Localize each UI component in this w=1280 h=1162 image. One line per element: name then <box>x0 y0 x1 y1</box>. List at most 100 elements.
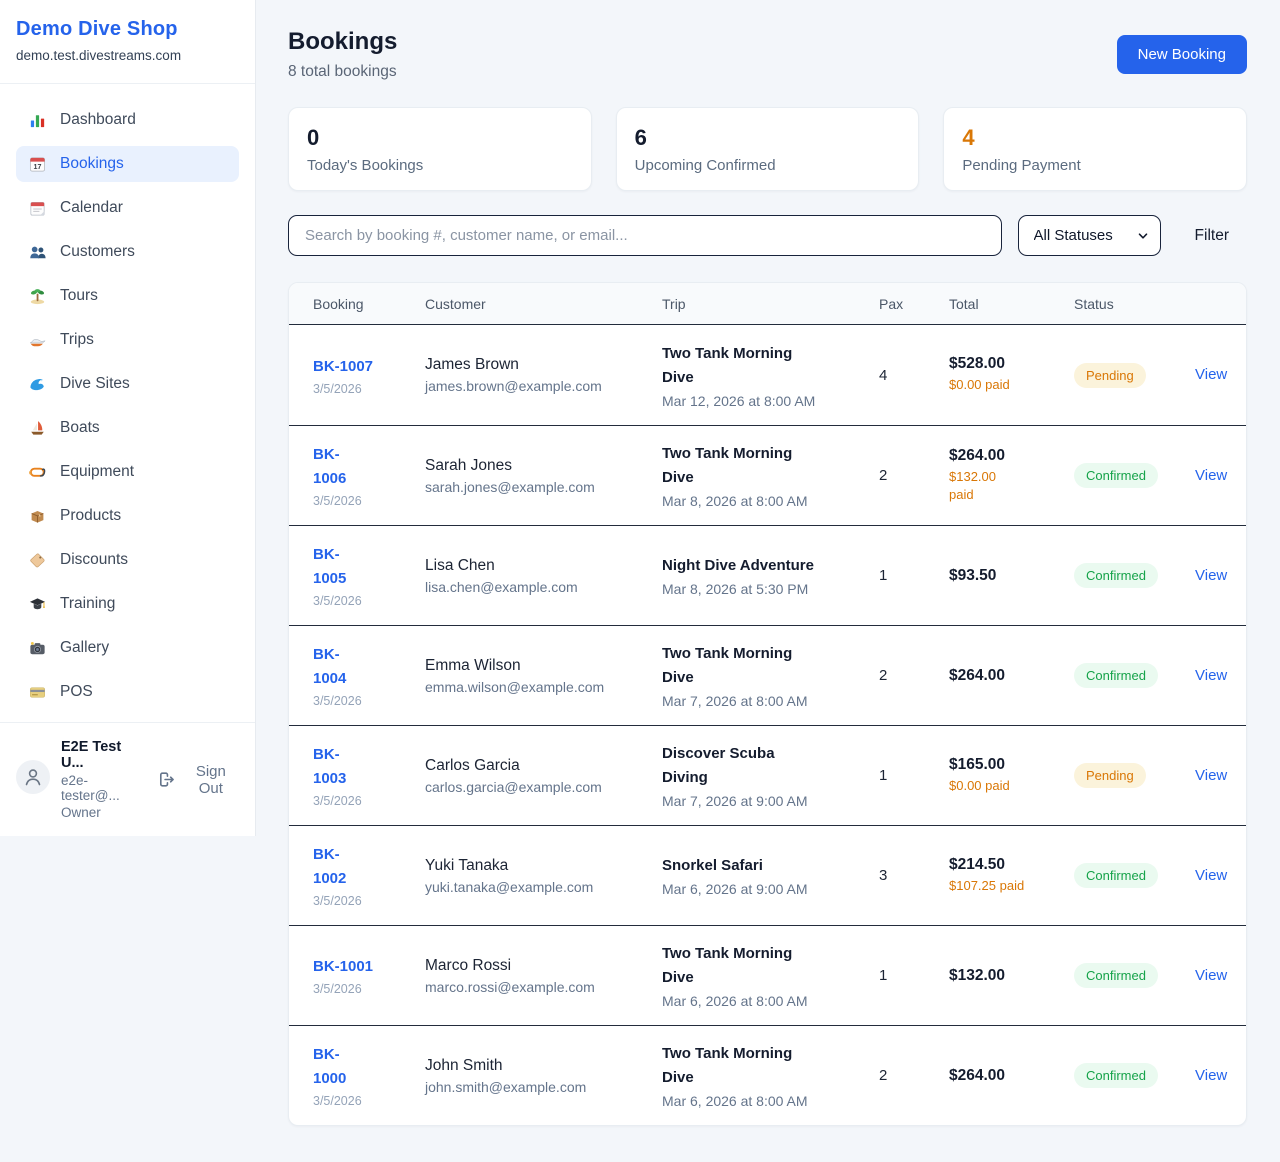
credit-card-icon <box>28 683 47 702</box>
stat-card-pending-payment: 4 Pending Payment <box>943 107 1247 192</box>
booking-id-link[interactable]: BK- 1002 <box>313 846 347 888</box>
view-link[interactable]: View <box>1195 666 1228 684</box>
pax-count: 1 <box>879 567 888 585</box>
column-header-status: Status <box>1074 295 1114 312</box>
status-badge: Confirmed <box>1074 563 1158 589</box>
trip-name: Discover Scuba Diving <box>662 745 775 787</box>
view-link[interactable]: View <box>1195 966 1228 984</box>
sidebar-item-training[interactable]: Training <box>16 586 239 622</box>
sidebar: Demo Dive Shop demo.test.divestreams.com… <box>0 0 256 836</box>
customer-email: yuki.tanaka@example.com <box>425 878 594 895</box>
trip-name: Two Tank Morning Dive <box>662 1045 793 1087</box>
sidebar-item-pos[interactable]: POS <box>16 674 239 710</box>
sidebar-item-label: Equipment <box>60 463 135 480</box>
sidebar-item-label: Customers <box>60 243 135 260</box>
sidebar-item-dive-sites[interactable]: Dive Sites <box>16 366 239 402</box>
wave-icon <box>28 375 47 394</box>
view-link[interactable]: View <box>1195 466 1228 484</box>
stat-card-upcoming-confirmed: 6 Upcoming Confirmed <box>615 107 920 192</box>
status-badge: Confirmed <box>1074 463 1158 489</box>
customer-name: John Smith <box>425 1056 503 1074</box>
sidebar-item-tours[interactable]: Tours <box>16 278 239 314</box>
sidebar-item-label: POS <box>60 683 93 700</box>
sidebar-item-label: Trips <box>60 331 94 348</box>
sidebar-item-label: Discounts <box>60 551 129 568</box>
sidebar-header: Demo Dive Shop demo.test.divestreams.com <box>0 0 255 84</box>
user-role: Owner <box>61 805 101 820</box>
customer-name: Lisa Chen <box>425 556 495 574</box>
booking-date: 3/5/2026 <box>313 694 362 709</box>
customer-email: marco.rossi@example.com <box>425 978 595 995</box>
sidebar-item-dashboard[interactable]: Dashboard <box>16 102 239 138</box>
column-header-trip: Trip <box>662 295 686 312</box>
booking-id-link[interactable]: BK- 1005 <box>313 546 347 588</box>
sidebar-item-boats[interactable]: Boats <box>16 410 239 446</box>
search-input[interactable] <box>288 215 1002 257</box>
booking-id-link[interactable]: BK- 1003 <box>313 746 347 788</box>
total-amount: $528.00 <box>949 355 1006 373</box>
view-link[interactable]: View <box>1195 866 1228 884</box>
sidebar-item-discounts[interactable]: Discounts <box>16 542 239 578</box>
booking-id-link[interactable]: BK- 1006 <box>313 446 347 488</box>
stats-row: 0 Today's Bookings 6 Upcoming Confirmed … <box>288 107 1247 192</box>
new-booking-button[interactable]: New Booking <box>1116 35 1247 74</box>
pax-count: 2 <box>879 667 888 685</box>
sidebar-nav: Dashboard 17 Bookings Calendar Customers… <box>0 84 255 722</box>
view-link[interactable]: View <box>1195 566 1228 584</box>
filter-button[interactable]: Filter <box>1177 227 1247 245</box>
bookings-count: 8 total bookings <box>288 63 397 80</box>
status-select[interactable]: All Statuses <box>1017 215 1161 257</box>
sidebar-item-equipment[interactable]: Equipment <box>16 454 239 490</box>
sidebar-item-label: Dashboard <box>60 111 136 128</box>
sidebar-item-calendar[interactable]: Calendar <box>16 190 239 226</box>
trip-time: Mar 6, 2026 at 9:00 AM <box>662 881 808 898</box>
diving-mask-icon <box>28 463 47 482</box>
tag-icon <box>28 551 47 570</box>
total-amount: $214.50 <box>949 855 1006 873</box>
customer-name: Yuki Tanaka <box>425 856 509 874</box>
booking-id-link[interactable]: BK-1001 <box>313 958 374 976</box>
customer-name: Marco Rossi <box>425 956 512 974</box>
table-header: Booking Customer Trip Pax Total Status <box>289 283 1246 326</box>
status-badge: Pending <box>1074 763 1146 789</box>
filter-row: All Statuses Filter <box>288 215 1247 257</box>
sign-out-button[interactable]: Sign Out <box>157 763 239 797</box>
main-content: Bookings 8 total bookings New Booking 0 … <box>256 0 1280 1159</box>
speedboat-icon <box>28 331 47 350</box>
page-header: Bookings 8 total bookings New Booking <box>288 28 1247 81</box>
bookings-table: Booking Customer Trip Pax Total Status B… <box>288 282 1247 1127</box>
booking-id-link[interactable]: BK-1007 <box>313 357 374 375</box>
pax-count: 1 <box>879 967 888 985</box>
status-select-wrap: All Statuses <box>1017 215 1161 257</box>
booking-date: 3/5/2026 <box>313 594 362 609</box>
booking-id-link[interactable]: BK- 1004 <box>313 646 347 688</box>
column-header-total: Total <box>949 295 979 312</box>
table-row: BK-1007 3/5/2026 James Brown james.brown… <box>289 325 1246 425</box>
stat-value: 6 <box>634 125 647 150</box>
view-link[interactable]: View <box>1195 1066 1228 1084</box>
trip-name: Two Tank Morning Dive <box>662 344 793 386</box>
sidebar-item-gallery[interactable]: Gallery <box>16 630 239 666</box>
bookings-calendar-icon: 17 <box>28 155 47 174</box>
total-amount: $132.00 <box>949 966 1006 984</box>
bar-chart-icon <box>28 111 47 130</box>
sidebar-item-bookings[interactable]: 17 Bookings <box>16 146 239 182</box>
booking-date: 3/5/2026 <box>313 982 362 997</box>
table-row: BK- 1005 3/5/2026 Lisa Chen lisa.chen@ex… <box>289 525 1246 625</box>
view-link[interactable]: View <box>1195 766 1228 784</box>
view-link[interactable]: View <box>1195 366 1228 384</box>
booking-id-link[interactable]: BK- 1000 <box>313 1046 347 1088</box>
shop-name: Demo Dive Shop <box>16 18 178 40</box>
stat-label: Pending Payment <box>962 157 1081 175</box>
table-row: BK-1001 3/5/2026 Marco Rossi marco.rossi… <box>289 925 1246 1025</box>
table-row: BK- 1006 3/5/2026 Sarah Jones sarah.jone… <box>289 425 1246 525</box>
sidebar-item-customers[interactable]: Customers <box>16 234 239 270</box>
booking-date: 3/5/2026 <box>313 1094 362 1109</box>
sidebar-item-trips[interactable]: Trips <box>16 322 239 358</box>
customer-email: sarah.jones@example.com <box>425 478 595 495</box>
sidebar-item-products[interactable]: Products <box>16 498 239 534</box>
pax-count: 1 <box>879 767 888 785</box>
pax-count: 2 <box>879 467 888 485</box>
user-section: E2E Test U... e2e-tester@... Owner Sign … <box>0 722 255 836</box>
trip-time: Mar 7, 2026 at 8:00 AM <box>662 693 808 710</box>
